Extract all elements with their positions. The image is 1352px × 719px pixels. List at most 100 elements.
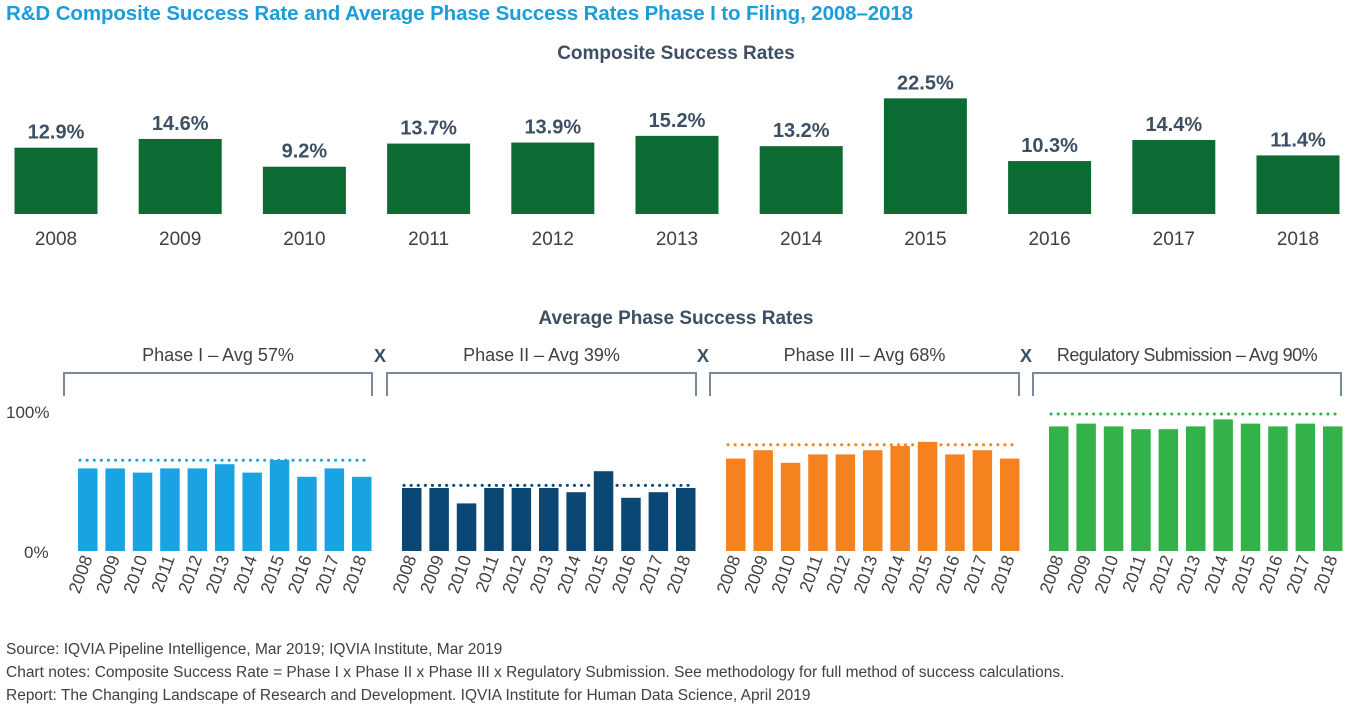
multiply-symbol: X [374, 346, 386, 366]
phase-bar-2015 [917, 441, 938, 551]
phase-bar-2011 [484, 488, 504, 551]
composite-year-label: 2015 [904, 229, 946, 250]
composite-year-label: 2009 [159, 229, 201, 250]
phase-group-label: Regulatory Submission – Avg 90% [1057, 345, 1318, 365]
composite-value-label: 13.9% [524, 117, 581, 139]
phase-bar-2017 [648, 492, 669, 551]
phase-group-bracket [63, 372, 373, 396]
phase-bar-2012 [835, 454, 856, 551]
phase-bar-2017 [972, 450, 993, 551]
phase-bar-2013 [863, 450, 883, 551]
phase-group-bracket [1032, 372, 1342, 396]
composite-bar-2013 [635, 135, 719, 214]
composite-value-label: 9.2% [282, 141, 328, 163]
phase-bar-2012 [187, 468, 208, 551]
composite-value-label: 14.6% [152, 113, 209, 135]
composite-bar-2017 [1132, 139, 1216, 214]
footer-report: Report: The Changing Landscape of Resear… [6, 687, 811, 704]
y-tick-label: 100% [6, 403, 49, 422]
phase-chart-title: Average Phase Success Rates [538, 308, 814, 329]
phase-bar-2008 [78, 468, 98, 551]
composite-year-label: 2008 [35, 229, 77, 250]
phase-bar-2016 [945, 454, 965, 551]
composite-year-label: 2016 [1028, 229, 1070, 250]
y-tick-label: 0% [24, 543, 49, 562]
phase-group-label: Phase II – Avg 39% [463, 345, 620, 365]
phase-bar-2018 [1323, 426, 1343, 551]
phase-bar-2011 [808, 454, 828, 551]
phase-year-label: 2010 [119, 552, 151, 596]
phase-bar-2018 [352, 476, 372, 551]
composite-value-label: 11.4% [1270, 129, 1326, 151]
phase-bar-2015 [593, 471, 614, 551]
phase-bar-2010 [456, 503, 477, 551]
phase-bar-2014 [566, 492, 586, 551]
phase-bar-2008 [1049, 426, 1069, 551]
phase-bar-2013 [539, 488, 559, 551]
phase-bar-2018 [1000, 458, 1020, 551]
phase-year-label: 2018 [1309, 553, 1341, 596]
composite-value-label: 10.3% [1021, 135, 1078, 157]
phase-bar-2008 [726, 458, 746, 551]
phase-bar-2016 [1268, 426, 1288, 551]
phase-bar-2017 [1295, 423, 1316, 551]
multiply-symbol: X [1020, 346, 1032, 366]
phase-bar-2009 [105, 468, 125, 551]
phase-bar-2018 [676, 488, 696, 551]
phase-bar-2009 [753, 450, 773, 551]
composite-chart-title: Composite Success Rates [557, 43, 795, 64]
phase-bar-2011 [1131, 429, 1151, 551]
composite-year-label: 2011 [408, 229, 449, 250]
phase-bar-2009 [1076, 423, 1096, 551]
phase-year-label: 2018 [986, 553, 1018, 596]
composite-year-label: 2013 [656, 229, 698, 250]
composite-value-label: 22.5% [897, 72, 954, 94]
phase-year-label: 2018 [338, 553, 370, 596]
composite-bar-2012 [511, 142, 595, 214]
composite-year-label: 2014 [780, 229, 823, 250]
multiply-symbol: X [697, 346, 709, 366]
phase-bar-2014 [1213, 419, 1233, 551]
composite-bar-2018 [1256, 155, 1340, 214]
phase-bar-2010 [132, 472, 153, 551]
phase-group-bracket [709, 372, 1020, 396]
phase-bar-2014 [242, 472, 262, 551]
phase-bar-2015 [269, 460, 290, 551]
composite-bar-2016 [1008, 161, 1092, 214]
composite-bar-2009 [138, 138, 222, 214]
phase-bar-2015 [1240, 423, 1261, 551]
phase-year-label: 2010 [443, 552, 475, 596]
phase-group-label: Phase III – Avg 68% [784, 345, 946, 365]
composite-bar-2010 [262, 166, 346, 214]
composite-bar-2014 [759, 146, 843, 214]
phase-year-label: 2010 [1090, 552, 1122, 596]
composite-year-label: 2012 [532, 229, 574, 250]
phase-bar-2016 [297, 476, 317, 551]
phase-bar-2014 [890, 446, 910, 551]
phase-bar-2008 [402, 488, 422, 551]
composite-bar-2008 [14, 147, 98, 214]
composite-bar-2011 [387, 143, 471, 214]
phase-group-label: Phase I – Avg 57% [142, 345, 294, 365]
composite-value-label: 13.2% [773, 120, 830, 142]
phase-bar-2009 [429, 488, 449, 551]
phase-bar-2012 [1158, 429, 1179, 551]
composite-value-label: 15.2% [649, 110, 706, 132]
phase-bar-2010 [1103, 426, 1124, 551]
footer-source: Source: IQVIA Pipeline Intelligence, Mar… [6, 641, 503, 658]
phase-group-bracket [386, 372, 697, 396]
phase-year-label: 2018 [662, 553, 694, 596]
composite-year-label: 2010 [283, 229, 325, 250]
phase-year-label: 2010 [767, 552, 799, 596]
footer-notes: Chart notes: Composite Success Rate = Ph… [6, 664, 1065, 681]
composite-value-label: 12.9% [28, 122, 85, 144]
phase-bar-2012 [511, 488, 532, 551]
composite-bar-2015 [883, 98, 967, 214]
phase-bar-2017 [324, 468, 345, 551]
composite-year-label: 2018 [1277, 229, 1319, 250]
chart-title: R&D Composite Success Rate and Average P… [6, 2, 913, 25]
phase-bar-2010 [780, 462, 801, 551]
phase-bar-2013 [215, 464, 235, 551]
phase-bar-2013 [1186, 426, 1206, 551]
